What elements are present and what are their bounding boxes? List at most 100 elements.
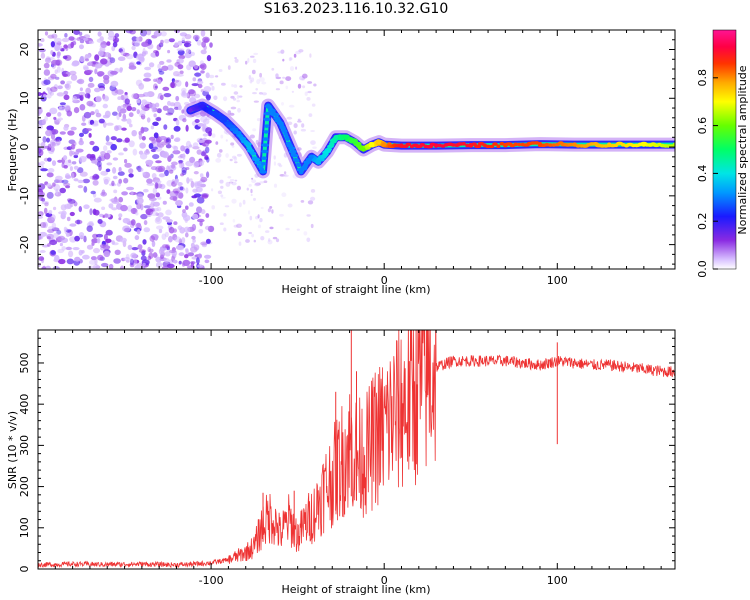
noise-blob [123, 257, 131, 262]
noise-blob [131, 130, 137, 137]
noise-blob [79, 132, 84, 137]
noise-blob [38, 162, 41, 167]
noise-blob [177, 182, 183, 186]
noise-blob [100, 151, 106, 156]
noise-blob [250, 193, 253, 197]
noise-blob [128, 173, 134, 178]
noise-blob [306, 214, 311, 217]
track-sample [263, 117, 272, 122]
noise-blob [179, 32, 187, 37]
noise-blob [253, 239, 256, 243]
noise-blob [105, 168, 111, 173]
noise-blob [66, 146, 73, 151]
noise-blob [64, 33, 68, 38]
noise-blob [109, 57, 116, 64]
noise-blob [307, 81, 313, 84]
noise-blob [104, 52, 111, 58]
noise-blob [93, 209, 100, 216]
noise-blob [189, 178, 193, 182]
noise-blob [248, 184, 252, 187]
noise-blob [46, 236, 51, 240]
noise-blob [259, 218, 263, 223]
noise-blob [238, 95, 243, 98]
noise-blob [152, 154, 160, 160]
noise-blob [229, 179, 235, 182]
noise-blob [165, 244, 170, 249]
noise-blob [131, 40, 135, 46]
noise-blob [77, 179, 84, 184]
noise-blob [231, 84, 234, 88]
noise-blob [236, 185, 241, 191]
noise-blob [66, 232, 70, 237]
noise-blob [155, 117, 161, 122]
noise-blob [293, 130, 297, 135]
noise-blob [234, 161, 238, 164]
noise-blob [112, 175, 118, 180]
noise-blob [111, 180, 115, 186]
noise-blob [61, 179, 69, 184]
noise-blob [178, 114, 187, 121]
noise-blob [252, 58, 257, 64]
noise-blob [246, 187, 249, 191]
noise-blob [55, 188, 59, 196]
noise-blob [78, 232, 85, 239]
noise-blob [135, 54, 144, 61]
track-sample [240, 137, 247, 141]
track-point [503, 142, 508, 148]
noise-blob [184, 34, 192, 40]
noise-blob [247, 58, 250, 63]
noise-blob [170, 134, 174, 140]
noise-blob [116, 138, 123, 143]
noise-blob [52, 182, 56, 187]
track-sample [260, 161, 267, 166]
noise-blob [96, 38, 104, 43]
spectrogram-xlabel: Height of straight line (km) [281, 283, 430, 296]
noise-blob [129, 123, 133, 128]
noise-blob [53, 138, 60, 142]
noise-blob [200, 176, 208, 183]
noise-blob [259, 181, 265, 184]
noise-blob [181, 237, 186, 244]
noise-blob [52, 266, 60, 269]
track-point [222, 118, 228, 123]
noise-blob [200, 209, 206, 215]
noise-blob [204, 254, 212, 259]
track-sample [330, 142, 335, 147]
noise-blob [118, 217, 122, 221]
noise-blob [185, 81, 189, 88]
noise-blob [181, 87, 187, 93]
noise-blob [159, 94, 164, 101]
noise-blob [132, 148, 138, 156]
noise-blob [103, 176, 111, 183]
noise-blob [236, 153, 242, 157]
noise-blob [39, 231, 47, 237]
noise-blob [221, 82, 226, 86]
noise-blob [307, 90, 312, 94]
noise-blob [194, 72, 202, 77]
track-point [212, 110, 217, 116]
noise-blob [49, 146, 55, 153]
noise-blob [70, 143, 76, 150]
noise-blob [158, 248, 165, 255]
noise-blob [231, 198, 237, 204]
noise-blob [157, 79, 162, 85]
noise-blob [190, 242, 195, 248]
noise-blob [43, 94, 47, 98]
noise-blob [158, 70, 165, 75]
noise-blob [196, 149, 202, 155]
noise-blob [259, 72, 262, 78]
noise-blob [234, 179, 238, 182]
noise-blob [172, 79, 180, 83]
track-point [247, 144, 252, 150]
noise-blob [83, 111, 92, 119]
noise-blob [163, 93, 172, 98]
track-point [641, 142, 646, 147]
noise-blob [192, 142, 199, 148]
noise-blob [44, 31, 49, 36]
noise-blob [234, 57, 238, 59]
noise-blob [169, 190, 177, 198]
noise-blob [231, 181, 237, 186]
noise-blob [197, 139, 205, 143]
noise-blob [42, 136, 47, 143]
noise-blob [136, 202, 142, 210]
